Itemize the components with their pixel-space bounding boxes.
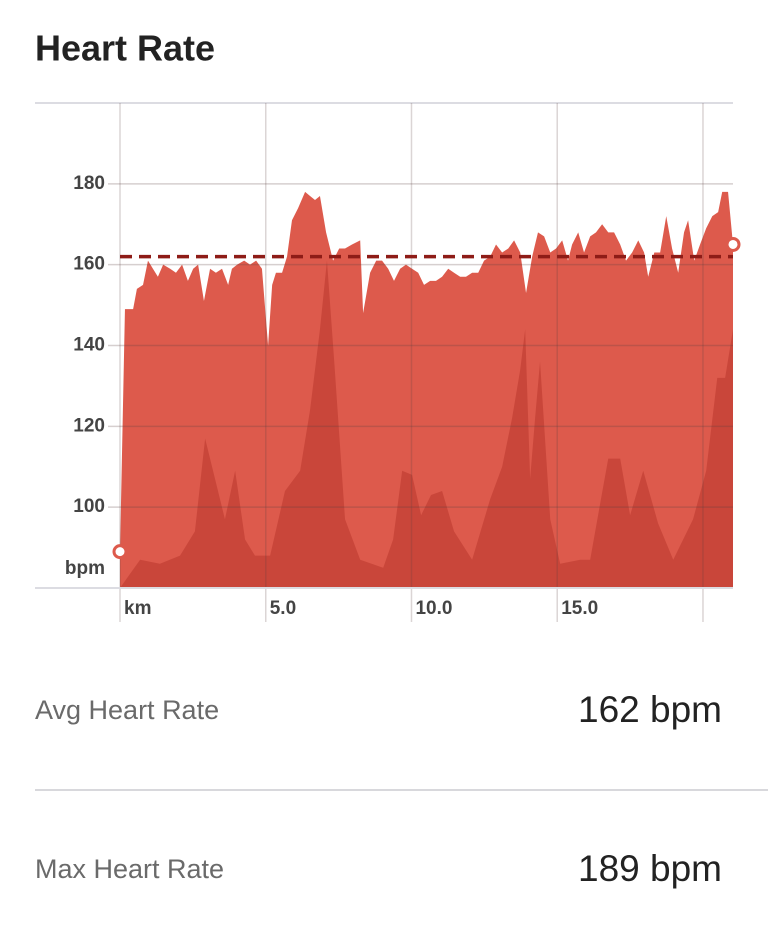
y-tick-label: 120: [73, 415, 105, 436]
start-marker: [112, 544, 128, 560]
y-axis-label: bpm: [65, 558, 105, 579]
x-tick-label: 5.0: [270, 598, 296, 619]
stat-value: 162 bpm: [578, 689, 722, 730]
hr-area: [120, 260, 733, 588]
stat-label: Max Heart Rate: [35, 854, 224, 884]
chart-title: Heart Rate: [35, 28, 215, 69]
y-tick-label: 100: [73, 496, 105, 517]
x-tick-label: 15.0: [561, 598, 598, 619]
stat-label: Avg Heart Rate: [35, 695, 219, 725]
y-tick-label: 160: [73, 254, 105, 275]
end-marker: [725, 236, 741, 252]
hr-area: [120, 191, 733, 588]
y-tick-label: 180: [73, 173, 105, 194]
x-tick-label: 10.0: [415, 598, 452, 619]
x-tick-label: km: [124, 598, 151, 619]
stat-value: 189 bpm: [578, 848, 722, 889]
y-tick-label: 140: [73, 335, 105, 356]
